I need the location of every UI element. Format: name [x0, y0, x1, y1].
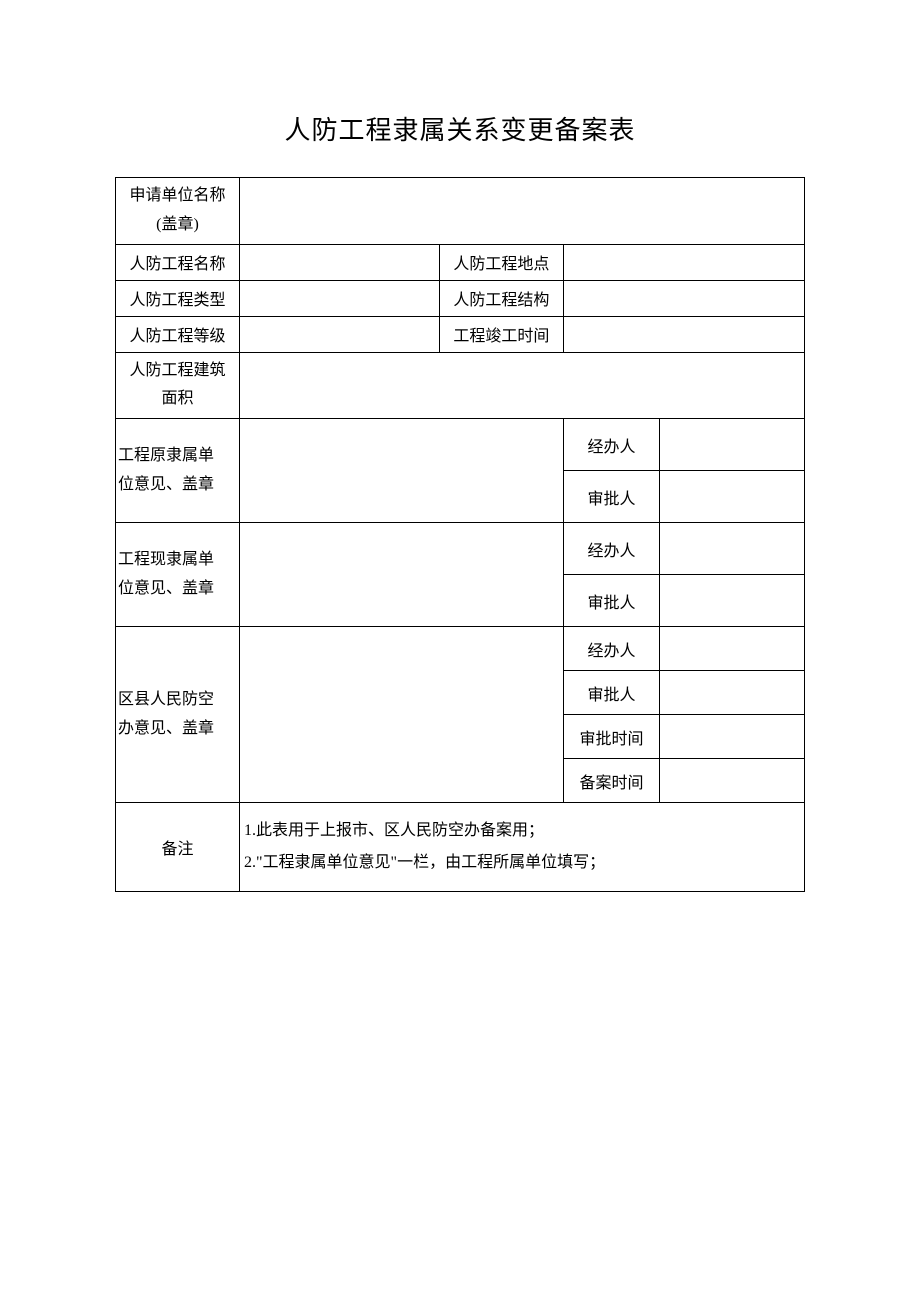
page-title: 人防工程隶属关系变更备案表: [115, 110, 805, 147]
current-unit-handler-label: 经办人: [563, 523, 659, 575]
project-structure-value[interactable]: [563, 280, 804, 316]
remarks-line2: 2."工程隶属单位意见"一栏，由工程所属单位填写；: [244, 854, 605, 871]
remarks-line1: 1.此表用于上报市、区人民防空办备案用；: [244, 822, 544, 839]
building-area-label: 人防工程建筑 面积: [116, 352, 240, 419]
district-office-handler-value[interactable]: [660, 627, 805, 671]
district-office-label: 区县人民防空 办意见、盖章: [116, 627, 240, 803]
current-unit-handler-value[interactable]: [660, 523, 805, 575]
current-unit-opinion-value[interactable]: [240, 523, 564, 627]
district-office-label-line1: 区县人民防空: [118, 691, 214, 708]
district-office-approver-label: 审批人: [563, 671, 659, 715]
original-unit-label-line2: 位意见、盖章: [118, 476, 214, 493]
building-area-label-line2: 面积: [162, 390, 194, 407]
project-location-value[interactable]: [563, 244, 804, 280]
district-office-opinion-value[interactable]: [240, 627, 564, 803]
district-office-handler-label: 经办人: [563, 627, 659, 671]
original-unit-handler-label: 经办人: [563, 419, 659, 471]
original-unit-handler-value[interactable]: [660, 419, 805, 471]
remarks-content: 1.此表用于上报市、区人民防空办备案用； 2."工程隶属单位意见"一栏，由工程所…: [240, 803, 805, 892]
original-unit-label-line1: 工程原隶属单: [118, 447, 214, 464]
applicant-unit-label-line2: (盖章): [156, 216, 199, 233]
project-structure-label: 人防工程结构: [439, 280, 563, 316]
current-unit-approver-label: 审批人: [563, 575, 659, 627]
district-office-filing-time-label: 备案时间: [563, 759, 659, 803]
project-grade-label: 人防工程等级: [116, 316, 240, 352]
building-area-label-line1: 人防工程建筑: [130, 362, 226, 379]
district-office-filing-time-value[interactable]: [660, 759, 805, 803]
current-unit-label-line1: 工程现隶属单: [118, 551, 214, 568]
original-unit-label: 工程原隶属单 位意见、盖章: [116, 419, 240, 523]
project-type-value[interactable]: [240, 280, 440, 316]
current-unit-label-line2: 位意见、盖章: [118, 580, 214, 597]
district-office-approver-value[interactable]: [660, 671, 805, 715]
applicant-unit-label-line1: 申请单位名称: [130, 187, 226, 204]
completion-time-value[interactable]: [563, 316, 804, 352]
project-location-label: 人防工程地点: [439, 244, 563, 280]
original-unit-opinion-value[interactable]: [240, 419, 564, 523]
original-unit-approver-value[interactable]: [660, 471, 805, 523]
filing-form-table: 申请单位名称 (盖章) 人防工程名称 人防工程地点 人防工程类型 人防工程结构 …: [115, 177, 805, 892]
project-name-label: 人防工程名称: [116, 244, 240, 280]
project-name-value[interactable]: [240, 244, 440, 280]
project-type-label: 人防工程类型: [116, 280, 240, 316]
district-office-label-line2: 办意见、盖章: [118, 720, 214, 737]
applicant-unit-value[interactable]: [240, 178, 805, 245]
project-grade-value[interactable]: [240, 316, 440, 352]
building-area-value[interactable]: [240, 352, 805, 419]
applicant-unit-label: 申请单位名称 (盖章): [116, 178, 240, 245]
current-unit-label: 工程现隶属单 位意见、盖章: [116, 523, 240, 627]
completion-time-label: 工程竣工时间: [439, 316, 563, 352]
current-unit-approver-value[interactable]: [660, 575, 805, 627]
district-office-approval-time-value[interactable]: [660, 715, 805, 759]
original-unit-approver-label: 审批人: [563, 471, 659, 523]
district-office-approval-time-label: 审批时间: [563, 715, 659, 759]
remarks-label: 备注: [116, 803, 240, 892]
